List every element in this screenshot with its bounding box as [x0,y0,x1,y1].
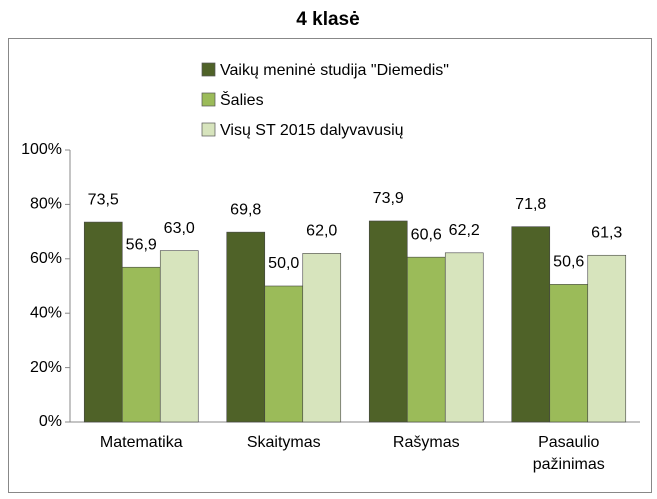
bar [444,252,484,423]
x-tick-label: Skaitymas [246,434,321,451]
data-label: 62,2 [449,222,480,239]
y-tick-label: 100% [21,141,62,158]
legend-swatch [201,92,216,107]
data-label: 50,6 [553,254,584,271]
data-label: 50,0 [268,255,299,272]
bar [83,221,123,423]
data-label: 61,3 [591,224,622,241]
data-label: 73,9 [373,190,404,207]
y-tick-label: 20% [30,359,62,376]
y-tick-label: 80% [30,196,62,213]
data-label: 56,9 [126,236,157,253]
x-tick-label: Pasaulio pažinimas [532,434,605,473]
x-tick-label: Rašymas [392,434,460,451]
data-label: 62,0 [306,223,337,240]
y-tick-label: 40% [30,304,62,321]
chart-title: 4 klasė [296,9,359,30]
chart-border [8,38,652,493]
data-label: 60,6 [411,226,442,243]
legend-swatch [201,62,216,77]
legend-label: Visų ST 2015 dalyvavusių [220,122,404,139]
bar [549,284,589,423]
bar [159,250,199,423]
bar [264,285,304,423]
bar [302,253,342,423]
bar [226,231,266,423]
y-tick-label: 0% [39,413,62,430]
x-tick-label: Matematika [99,434,183,451]
bar [587,254,627,423]
bar [511,226,551,423]
legend-label: Vaikų meninė studija "Diemedis" [220,62,449,79]
data-label: 71,8 [515,196,546,213]
legend-label: Šalies [220,90,264,109]
data-label: 73,5 [88,191,119,208]
data-label: 69,8 [230,201,261,218]
y-tick-label: 60% [30,250,62,267]
bar [368,220,408,423]
bar [121,266,161,423]
data-label: 63,0 [164,220,195,237]
legend-swatch [201,122,216,137]
bar [406,256,446,423]
